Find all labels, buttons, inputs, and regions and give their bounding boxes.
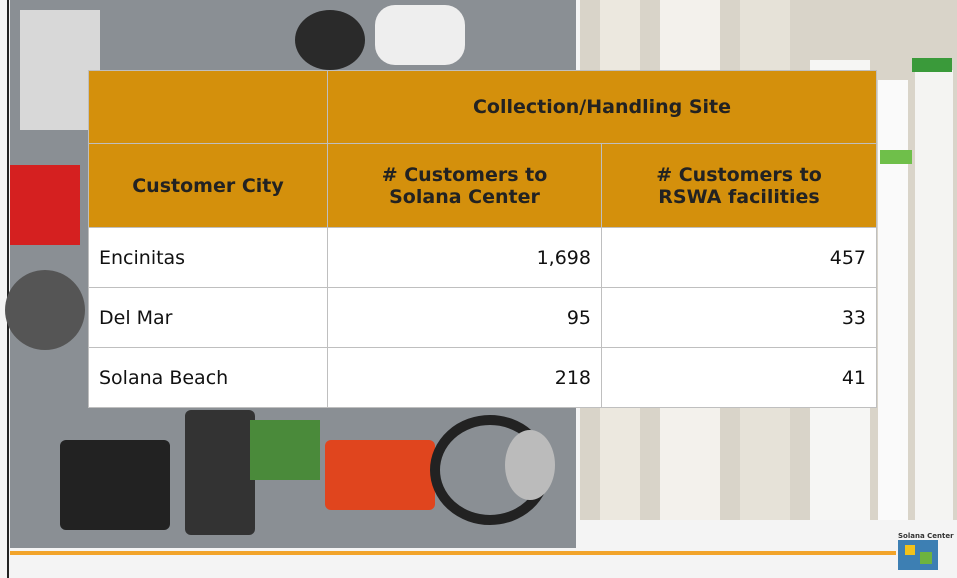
city-cell: Solana Beach [89,348,328,408]
count-cell: 41 [602,348,877,408]
header-cell [89,71,328,144]
data-table: Collection/Handling Site Customer City #… [88,70,877,408]
count-cell: 33 [602,288,877,348]
count-cell: 1,698 [328,228,602,288]
header-text: # Customers to RSWA facilities [654,164,824,208]
header-cell: Collection/Handling Site [328,71,877,144]
header-row: Collection/Handling Site [89,71,877,144]
count-cell: 218 [328,348,602,408]
logo-text: Solana Center [898,532,954,540]
city-cell: Del Mar [89,288,328,348]
header-text: # Customers to Solana Center [380,164,550,208]
count-cell: 95 [328,288,602,348]
header-row: Customer City # Customers to Solana Cent… [89,144,877,228]
header-cell: Customer City [89,144,328,228]
header-cell: # Customers to RSWA facilities [602,144,877,228]
header-cell: # Customers to Solana Center [328,144,602,228]
count-cell: 457 [602,228,877,288]
city-cell: Encinitas [89,228,328,288]
slide-page: {"table": { "group_header": "Collection/… [0,0,957,578]
